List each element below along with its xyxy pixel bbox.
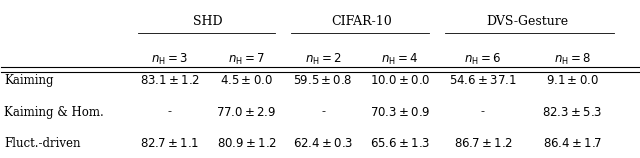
Text: $82.7 \pm 1.1$: $82.7 \pm 1.1$ <box>140 137 200 150</box>
Text: $54.6 \pm 37.1$: $54.6 \pm 37.1$ <box>449 74 516 87</box>
Text: $80.9 \pm 1.2$: $80.9 \pm 1.2$ <box>217 137 276 150</box>
Text: $n_\mathrm{H} = 8$: $n_\mathrm{H} = 8$ <box>554 52 591 67</box>
Text: DVS-Gesture: DVS-Gesture <box>486 15 568 28</box>
Text: $n_\mathrm{H} = 7$: $n_\mathrm{H} = 7$ <box>228 52 265 67</box>
Text: $86.4 \pm 1.7$: $86.4 \pm 1.7$ <box>543 137 602 150</box>
Text: $65.6 \pm 1.3$: $65.6 \pm 1.3$ <box>370 137 430 150</box>
Text: Kaiming & Hom.: Kaiming & Hom. <box>4 106 104 119</box>
Text: Kaiming: Kaiming <box>4 74 53 87</box>
Text: $n_\mathrm{H} = 4$: $n_\mathrm{H} = 4$ <box>381 52 419 67</box>
Text: -: - <box>168 106 172 119</box>
Text: $82.3 \pm 5.3$: $82.3 \pm 5.3$ <box>542 106 602 119</box>
Text: $62.4 \pm 0.3$: $62.4 \pm 0.3$ <box>293 137 353 150</box>
Text: $n_\mathrm{H} = 3$: $n_\mathrm{H} = 3$ <box>152 52 188 67</box>
Text: $86.7 \pm 1.2$: $86.7 \pm 1.2$ <box>454 137 512 150</box>
Text: SHD: SHD <box>193 15 223 28</box>
Text: $77.0 \pm 2.9$: $77.0 \pm 2.9$ <box>216 106 276 119</box>
Text: $59.5 \pm 0.8$: $59.5 \pm 0.8$ <box>294 74 353 87</box>
Text: $4.5 \pm 0.0$: $4.5 \pm 0.0$ <box>220 74 273 87</box>
Text: $n_\mathrm{H} = 2$: $n_\mathrm{H} = 2$ <box>305 52 342 67</box>
Text: $10.0 \pm 0.0$: $10.0 \pm 0.0$ <box>370 74 430 87</box>
Text: $83.1 \pm 1.2$: $83.1 \pm 1.2$ <box>140 74 200 87</box>
Text: $n_\mathrm{H} = 6$: $n_\mathrm{H} = 6$ <box>464 52 501 67</box>
Text: Fluct.-driven: Fluct.-driven <box>4 137 81 150</box>
Text: $70.3 \pm 0.9$: $70.3 \pm 0.9$ <box>370 106 430 119</box>
Text: -: - <box>321 106 325 119</box>
Text: CIFAR-10: CIFAR-10 <box>331 15 392 28</box>
Text: $9.1 \pm 0.0$: $9.1 \pm 0.0$ <box>546 74 599 87</box>
Text: -: - <box>481 106 485 119</box>
